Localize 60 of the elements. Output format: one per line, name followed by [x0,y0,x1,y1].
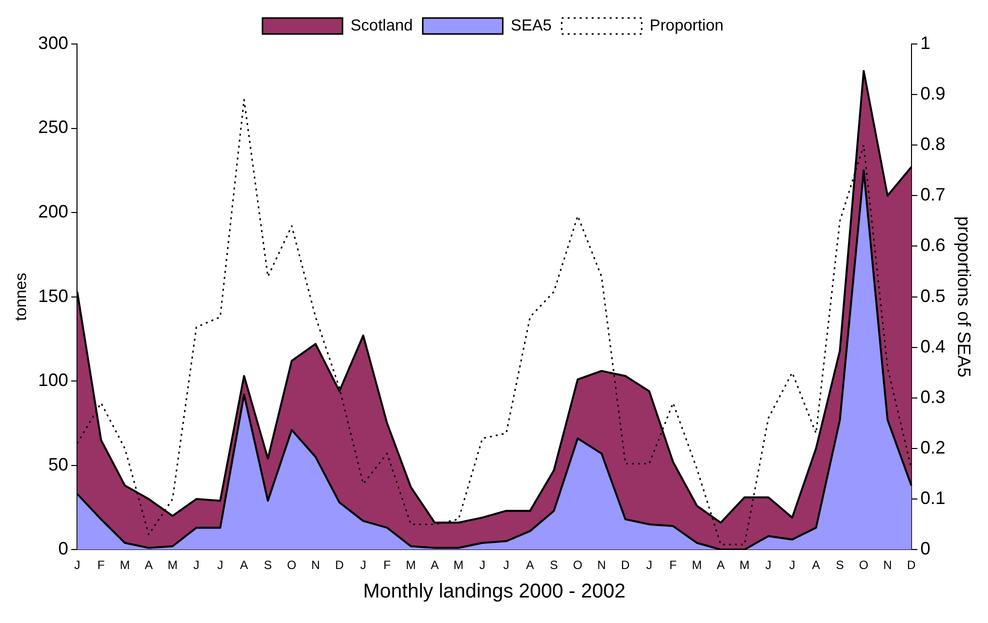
x-tick-label: S [550,558,558,572]
y2-tick-label: 1 [920,32,930,53]
y2-tick-label: 0.1 [920,488,946,508]
y2-tick-label: 0.3 [920,386,946,407]
legend-label: SEA5 [510,17,552,34]
x-tick-label: M [168,558,178,572]
x-tick-label: S [264,558,272,572]
y-tick-label: 100 [38,370,68,390]
x-tick-label: J [217,558,224,572]
legend-label: Proportion [650,17,724,34]
x-tick-label: J [74,558,80,572]
x-tick-label: J [479,558,486,572]
x-tick-label: O [573,558,582,572]
x-tick-label: F [97,558,105,572]
y2-tick-label: 0.5 [920,286,946,306]
y2-axis-title: proportions of SEA5 [954,216,974,378]
x-tick-label: M [454,558,464,572]
x-tick-label: A [812,558,820,572]
y2-tick-label: 0.4 [920,336,946,356]
x-tick-label: J [765,558,772,572]
x-tick-label: M [692,558,702,572]
x-tick-label: D [621,558,630,572]
x-tick-label: S [836,558,844,572]
x-tick-label: F [383,558,391,572]
y2-tick-label: 0.6 [920,235,946,256]
y2-tick-label: 0.9 [920,84,946,104]
x-tick-label: A [716,558,725,572]
x-tick-label: A [240,558,248,572]
x-axis-title: Monthly landings 2000 - 2002 [363,580,626,603]
x-tick-label: O [859,558,868,572]
y-tick-label: 50 [48,454,68,474]
x-tick-label: F [669,558,677,572]
x-tick-label: J [789,558,796,572]
y-tick-label: 150 [38,286,68,306]
x-tick-label: J [503,558,510,572]
x-tick-label: D [907,558,916,572]
x-tick-label: N [311,558,320,572]
x-tick-label: J [360,558,366,572]
y-axis-title: tonnes [13,272,30,321]
x-tick-label: D [335,558,344,572]
x-tick-label: M [740,558,750,572]
y2-tick-label: 0.8 [920,134,946,154]
x-tick-label: M [406,558,416,572]
x-tick-label: J [646,558,652,572]
y-tick-label: 250 [38,117,68,138]
x-tick-label: J [193,558,200,572]
y2-tick-label: 0.7 [920,184,946,205]
x-tick-label: A [430,558,439,572]
x-tick-label: M [120,558,130,572]
x-tick-label: N [597,558,606,572]
y2-tick-label: 0 [920,538,930,559]
y-tick-label: 200 [38,202,68,222]
x-tick-label: N [883,558,892,572]
legend-label: Scotland [350,17,413,34]
x-tick-label: A [526,558,534,572]
y2-tick-label: 0.2 [920,437,946,458]
y-tick-label: 0 [58,538,68,559]
x-tick-label: O [287,558,296,572]
y-tick-label: 300 [38,32,68,53]
x-tick-label: A [144,558,153,572]
